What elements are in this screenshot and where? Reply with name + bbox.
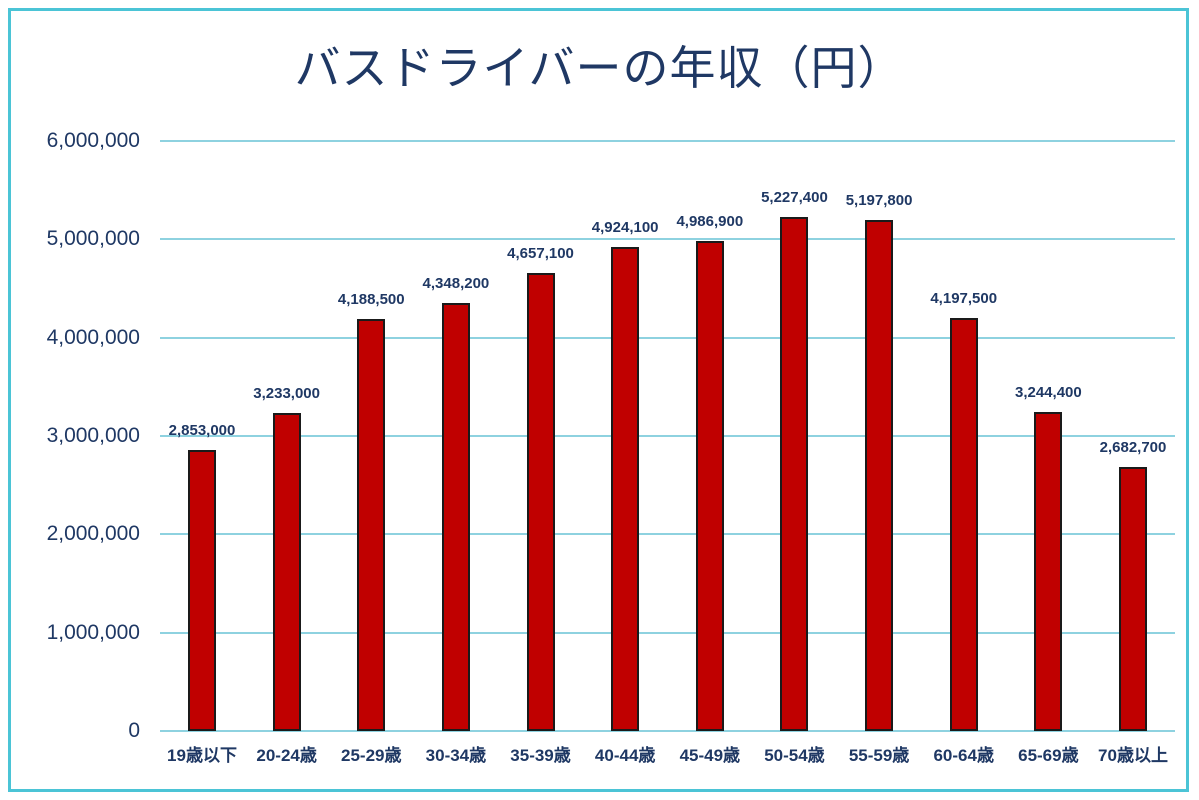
bar-60-64歳 <box>949 318 978 731</box>
y-tick-label: 0 <box>128 719 140 742</box>
y-tick-label: 4,000,000 <box>46 325 140 349</box>
bar-value-label: 4,188,500 <box>337 291 405 309</box>
bar-value-label: 4,348,200 <box>422 275 490 293</box>
gridline <box>160 533 1175 536</box>
gridline <box>160 435 1175 437</box>
bar-65-69歳 <box>1034 411 1063 731</box>
x-tick-label: 19歳以下 <box>167 746 237 765</box>
chart-title: バスドライバーの年収（円） <box>294 42 905 94</box>
x-tick-label: 70歳以上 <box>1098 746 1168 765</box>
y-tick-label: 6,000,000 <box>46 129 140 152</box>
gridline <box>160 140 1175 142</box>
bar-value-label: 4,986,900 <box>676 212 744 230</box>
bar-value-label: 2,682,700 <box>1099 439 1167 457</box>
bar-25-29歳 <box>357 319 386 731</box>
bar-value-label: 4,657,100 <box>507 245 574 263</box>
chart-border-frame <box>8 8 1189 792</box>
y-tick-label: 2,000,000 <box>46 522 140 546</box>
bar-20-24歳 <box>272 413 301 731</box>
bar-35-39歳 <box>526 273 555 731</box>
x-tick-label: 50-54歳 <box>764 746 825 765</box>
x-tick-label: 30-34歳 <box>425 746 487 765</box>
x-tick-label: 55-59歳 <box>848 746 910 765</box>
bar-value-label: 5,197,800 <box>845 191 913 209</box>
gridline <box>160 238 1175 241</box>
x-tick-label: 25-29歳 <box>341 746 402 765</box>
bar-value-label: 3,233,000 <box>253 385 320 403</box>
x-tick-label: 60-64歳 <box>933 746 994 765</box>
x-tick-label: 35-39歳 <box>510 746 571 765</box>
bar-50-54歳 <box>780 216 809 731</box>
gridline <box>160 336 1175 339</box>
x-tick-label: 40-44歳 <box>594 746 656 765</box>
x-tick-label: 65-69歳 <box>1018 746 1079 765</box>
x-axis-line <box>160 730 1175 732</box>
bar-value-label: 2,853,000 <box>168 422 236 440</box>
x-tick-label: 20-24歳 <box>256 746 317 765</box>
gridline <box>160 631 1175 634</box>
bar-value-label: 5,227,400 <box>761 188 828 206</box>
bar-30-34歳 <box>441 303 470 731</box>
bar-value-label: 3,244,400 <box>1014 383 1082 401</box>
bar-70歳以上 <box>1119 467 1147 731</box>
bar-19歳以下 <box>188 450 216 731</box>
y-tick-label: 3,000,000 <box>46 424 140 447</box>
bar-value-label: 4,924,100 <box>591 218 659 236</box>
bar-40-44歳 <box>611 246 640 731</box>
y-tick-label: 5,000,000 <box>46 227 140 251</box>
bar-45-49歳 <box>695 240 724 731</box>
bar-55-59歳 <box>865 219 894 731</box>
bar-value-label: 4,197,500 <box>930 290 998 308</box>
y-tick-label: 1,000,000 <box>46 620 140 644</box>
x-tick-label: 45-49歳 <box>679 746 741 765</box>
